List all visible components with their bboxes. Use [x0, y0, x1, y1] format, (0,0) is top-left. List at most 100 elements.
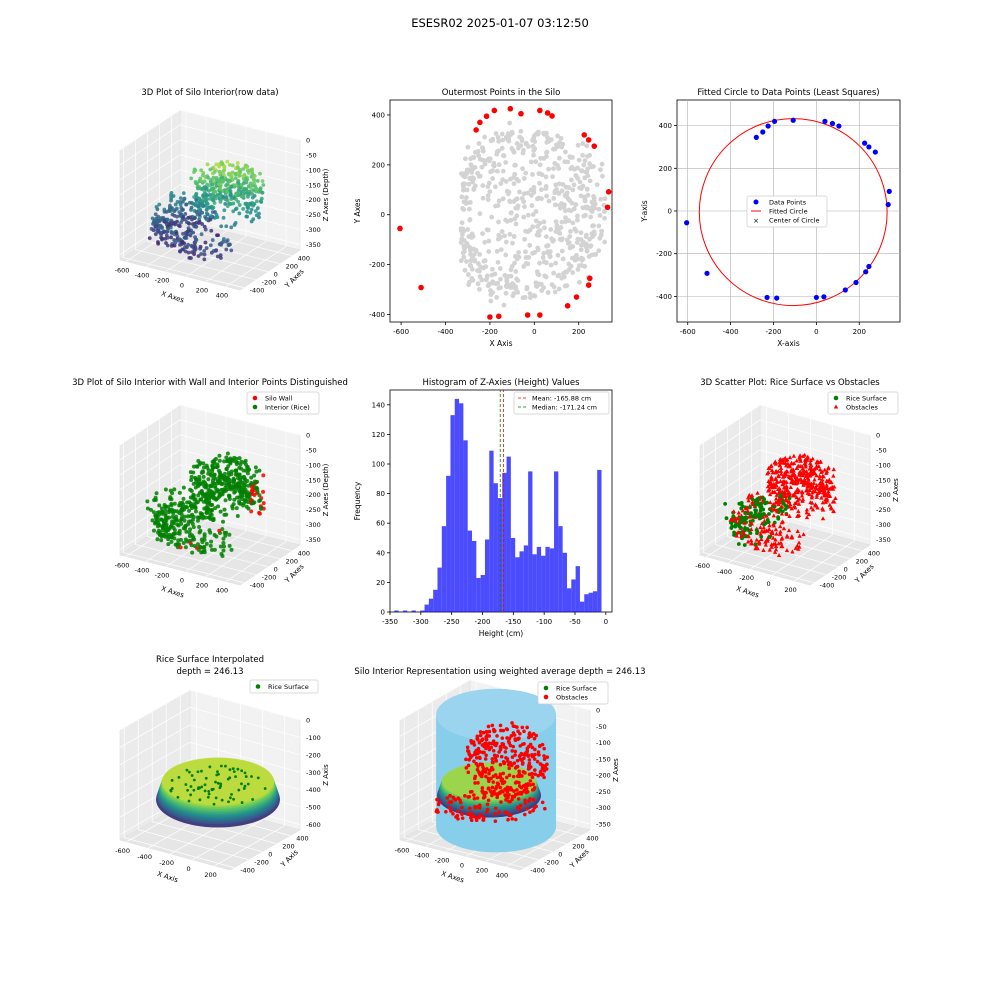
gray-point: [482, 134, 488, 140]
obstacle-point: [735, 530, 741, 535]
rice-point: [755, 497, 760, 502]
data-point: [255, 187, 260, 192]
x-tick-label: -200: [159, 859, 174, 867]
obstacle-point: [824, 482, 829, 487]
obstacle-point: [741, 531, 747, 536]
panel-fitted-circle: -600 -400 -200 0 200 -400 -200 0 200 400 Fitted Ci…: [635, 80, 915, 350]
obstacle-point: [487, 747, 492, 752]
interior-point: [187, 519, 192, 524]
grid-line: [715, 434, 826, 575]
rice-point: [243, 784, 247, 788]
gray-point: [591, 223, 596, 229]
interior-point: [161, 523, 166, 528]
data-point: [177, 237, 182, 242]
data-point: [177, 210, 182, 215]
gray-point: [462, 245, 468, 251]
gray-point: [471, 186, 477, 191]
rice-point: [761, 513, 766, 517]
data-point: [215, 254, 220, 259]
obstacle-point: [767, 482, 773, 487]
obstacle-point: [483, 757, 488, 761]
data-point: [156, 240, 160, 244]
obstacle-point: [801, 482, 806, 487]
data-point: [202, 249, 207, 253]
obstacle-point: [515, 725, 519, 729]
z-axis-label: Z Axis: [322, 764, 330, 786]
obstacle-point: [794, 465, 800, 470]
gray-point: [588, 214, 594, 220]
obstacle-point: [793, 475, 799, 480]
gray-point: [503, 290, 509, 296]
data-point: [229, 225, 234, 230]
obstacle-point: [805, 479, 810, 484]
z-tick-label: -300: [306, 226, 321, 234]
data-point: [211, 205, 216, 210]
data-point: [154, 205, 159, 209]
rice-point: [185, 768, 189, 772]
gray-point: [598, 167, 603, 173]
obstacle-point: [494, 743, 498, 748]
obstacle-point: [455, 809, 460, 814]
interior-point: [181, 526, 186, 531]
gray-point: [500, 177, 506, 183]
data-point: [151, 219, 156, 224]
gray-point: [588, 243, 594, 249]
histogram-bar: [523, 545, 529, 612]
x-tick-label: 200: [204, 871, 216, 879]
obstacle-point: [813, 503, 818, 508]
legend-marker-data-points: [753, 199, 759, 205]
obstacle-point: [800, 479, 806, 484]
obstacle-point: [449, 809, 453, 813]
gray-point: [557, 155, 562, 161]
obstacle-point: [448, 793, 452, 798]
interior-point: [184, 529, 189, 534]
rice-point: [758, 505, 763, 510]
gray-point: [591, 193, 596, 199]
obstacle-point: [530, 752, 534, 757]
obstacle-point: [758, 495, 763, 500]
data-point: [189, 205, 194, 210]
grid-line: [185, 421, 247, 572]
interior-point: [218, 544, 223, 549]
gray-point: [571, 182, 577, 188]
rice-point: [188, 770, 191, 774]
obstacle-point: [521, 761, 525, 765]
interior-point: [153, 513, 158, 518]
interior-point: [223, 498, 228, 503]
gray-point: [559, 188, 565, 194]
obstacle-point: [478, 756, 482, 761]
outer-point: [491, 107, 498, 114]
obstacle-point: [534, 733, 538, 738]
data-point: [225, 159, 230, 164]
gray-point: [527, 227, 533, 233]
obstacle-point: [789, 535, 794, 540]
obstacle-point: [476, 751, 480, 756]
x-tick-label: -400: [717, 568, 732, 576]
data-point: [173, 240, 178, 245]
gray-point: [495, 203, 501, 208]
rice-point: [736, 542, 741, 546]
gray-point: [501, 302, 507, 308]
gray-point: [543, 184, 549, 189]
obstacle-point: [790, 467, 796, 472]
y-tick-label: 400: [296, 835, 308, 843]
data-point: [208, 177, 213, 182]
gray-point: [559, 237, 565, 243]
grid-line: [772, 424, 833, 576]
obstacle-point: [473, 805, 477, 810]
obstacle-point: [745, 495, 751, 500]
gray-point: [480, 183, 486, 188]
gray-point: [589, 252, 595, 258]
histogram-bar: [472, 540, 477, 612]
interior-point: [169, 501, 174, 506]
interior-point: [235, 513, 240, 518]
obstacle-point: [784, 479, 789, 484]
gray-point: [521, 176, 527, 181]
obstacle-point: [485, 807, 490, 812]
gray-point: [566, 241, 571, 247]
obstacle-point: [767, 492, 773, 497]
gray-point: [466, 181, 472, 187]
gray-point: [459, 232, 465, 237]
x-tick-label: 200: [476, 867, 488, 875]
